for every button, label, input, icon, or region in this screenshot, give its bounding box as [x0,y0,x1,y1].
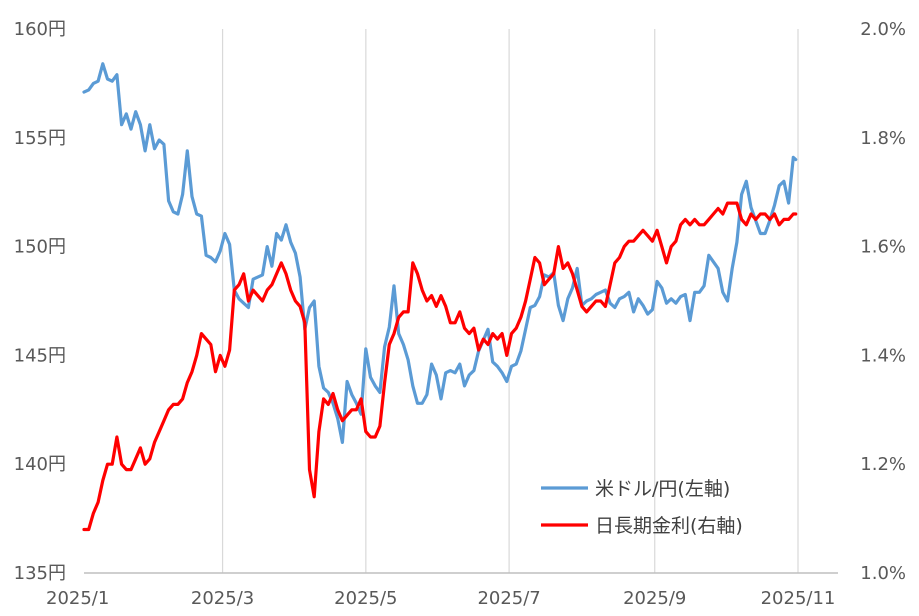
right-tick-label: 1.2% [860,454,906,475]
x-tick-label: 2025/7 [477,588,540,609]
left-tick-label: 160円 [14,19,66,40]
x-tick-label: 2025/9 [623,588,686,609]
right-tick-label: 1.4% [860,345,906,366]
right-y-tick-labels: 1.0% 1.2% 1.4% 1.6% 1.8% 2.0% [860,19,906,584]
right-tick-label: 1.8% [860,128,906,149]
right-tick-label: 1.6% [860,237,906,258]
left-tick-label: 135円 [14,563,66,584]
jgb-yield-line [82,201,798,532]
usd-jpy-line [82,62,798,444]
x-tick-labels: 2025/1 2025/3 2025/5 2025/7 2025/9 2025/11 [46,588,835,609]
legend-label: 米ドル/円(左軸) [595,478,730,500]
x-tick-label: 2025/5 [334,588,397,609]
left-y-tick-labels: 135円 140円 145円 150円 155円 160円 [14,19,66,584]
right-tick-label: 2.0% [860,19,906,40]
left-tick-label: 155円 [14,128,66,149]
vertical-gridlines [221,29,799,573]
legend: 米ドル/円(左軸) 日長期金利(右軸) [541,478,743,537]
legend-label: 日長期金利(右軸) [595,515,743,537]
left-tick-label: 140円 [14,454,66,475]
left-tick-label: 150円 [14,237,66,258]
x-tick-label: 2025/3 [191,588,254,609]
left-tick-label: 145円 [14,345,66,366]
x-tick-label: 2025/1 [46,588,109,609]
x-tick-label: 2025/11 [761,588,836,609]
series-lines [82,62,798,532]
right-tick-label: 1.0% [860,563,906,584]
